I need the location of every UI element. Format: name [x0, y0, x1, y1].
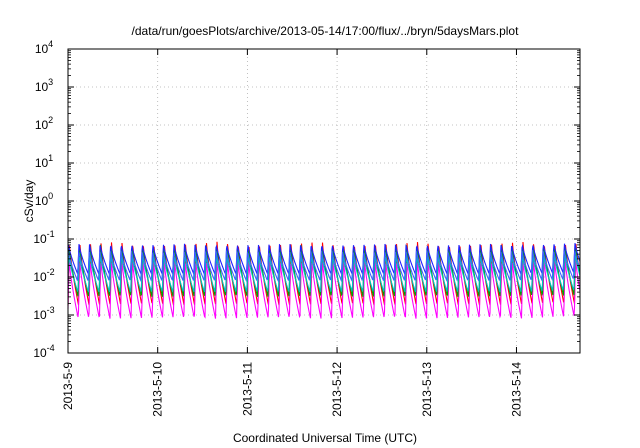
y-tick-label: 103: [35, 77, 53, 94]
x-tick-label: 2013-5-10: [151, 362, 165, 417]
y-tick-label: 101: [35, 153, 53, 170]
series-line: [67, 257, 581, 319]
x-axis-label: Coordinated Universal Time (UTC): [233, 431, 417, 445]
y-tick-label: 104: [35, 39, 53, 56]
series-line: [67, 243, 581, 276]
grid: [68, 49, 580, 353]
chart-title: /data/run/goesPlots/archive/2013-05-14/1…: [132, 24, 520, 38]
y-tick-label: 100: [35, 191, 53, 208]
y-tick-label: 102: [35, 115, 53, 132]
series-group: [67, 241, 581, 319]
x-axis: 2013-5-9 2013-5-10 2013-5-11 2013-5-12 2013-…: [61, 49, 523, 417]
series-line: [67, 249, 581, 283]
x-tick-label: 2013-5-11: [240, 362, 254, 416]
y-axis: 10-4 10-3 10-2 10-1 100 101 102 103 104: [33, 39, 580, 360]
x-tick-label: 2013-5-13: [420, 362, 434, 417]
y-tick-label: 10-4: [33, 343, 54, 360]
y-tick-label: 10-3: [33, 305, 54, 322]
x-tick-label: 2013-5-9: [61, 362, 75, 410]
y-tick-label: 10-1: [33, 229, 54, 246]
y-tick-label: 10-2: [33, 267, 54, 284]
y-axis-label: cSv/day: [22, 180, 36, 223]
x-tick-label: 2013-5-12: [330, 362, 344, 417]
x-tick-label: 2013-5-14: [509, 362, 523, 417]
